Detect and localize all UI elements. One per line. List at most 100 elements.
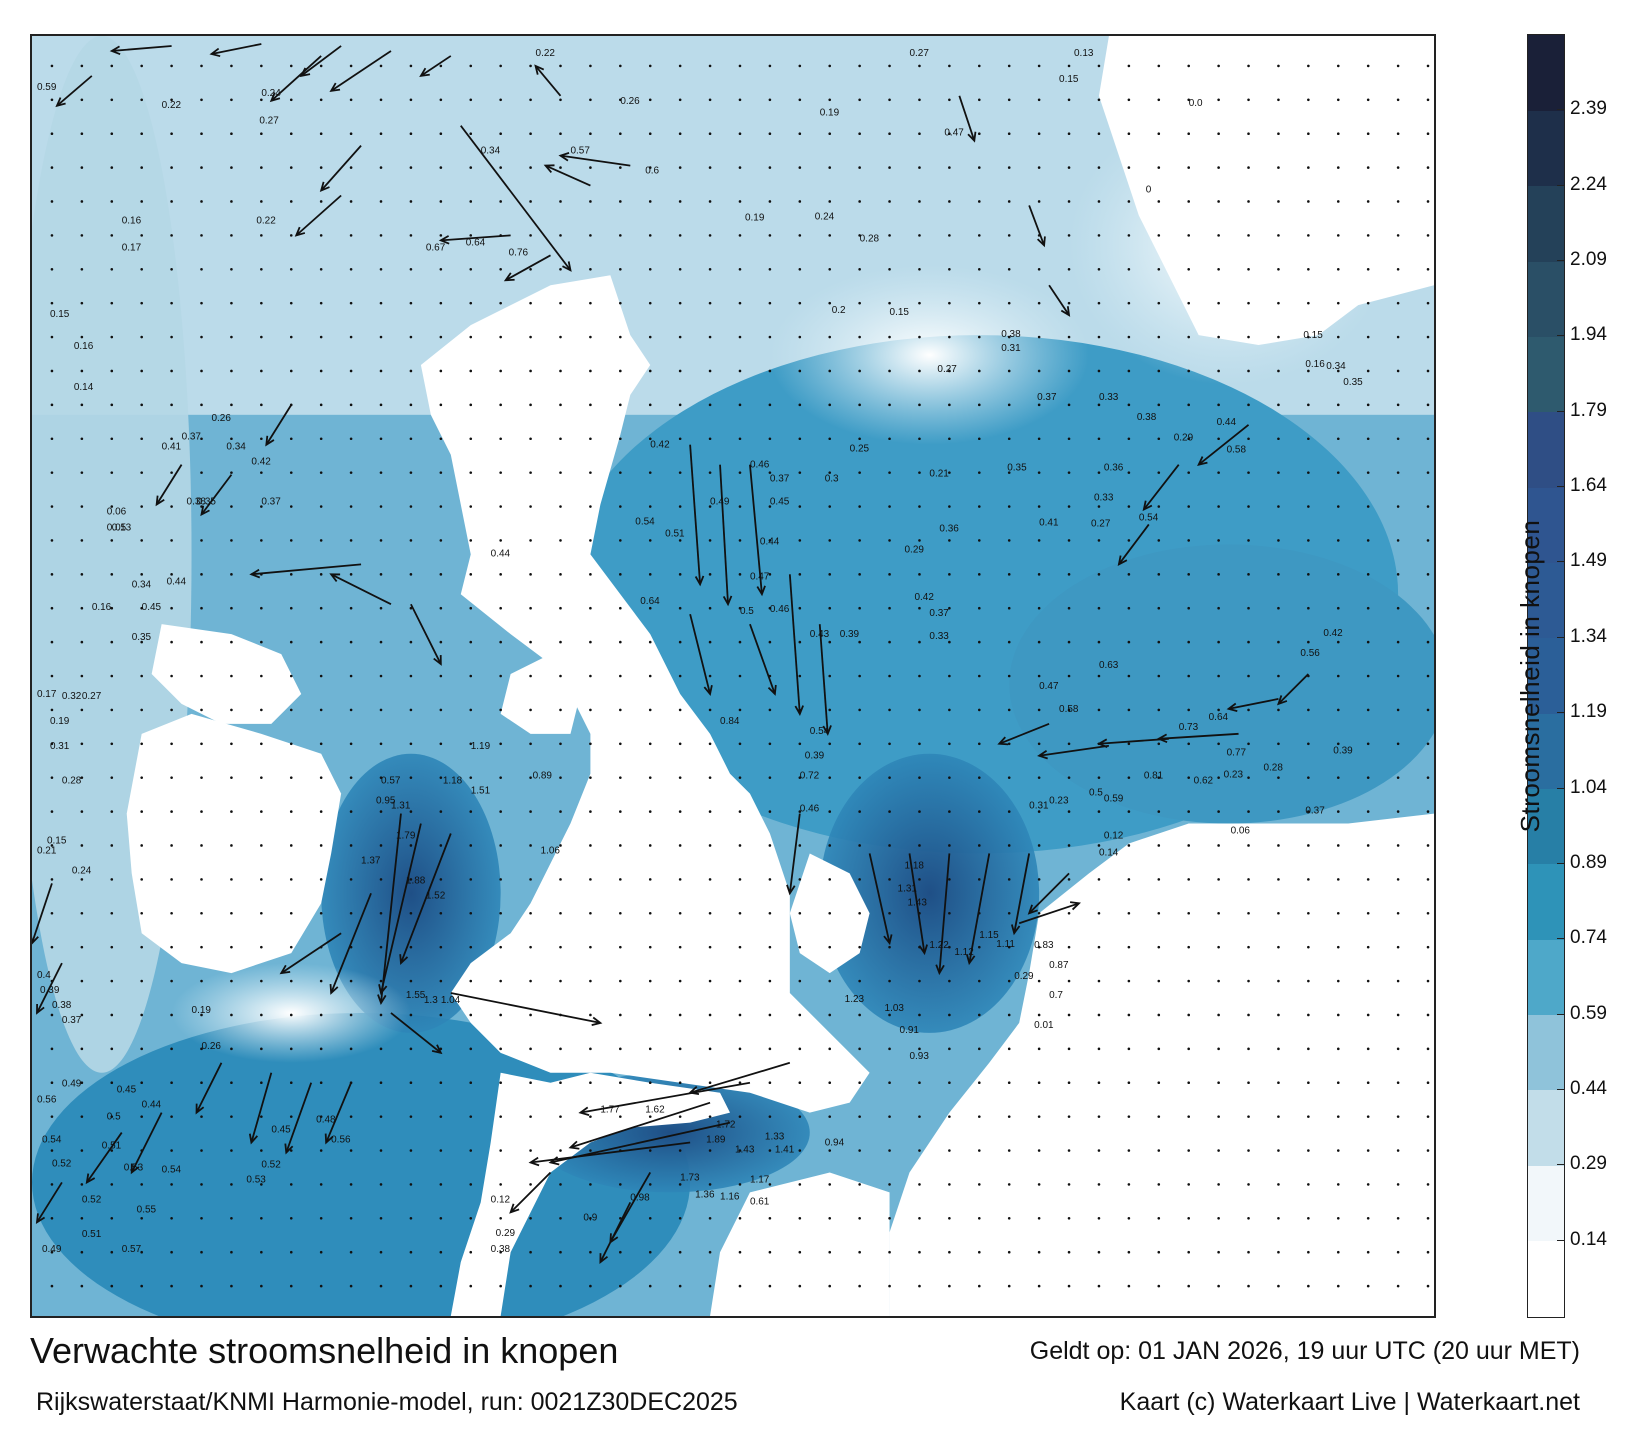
colorbar-band: [1528, 713, 1564, 790]
grid-dot: [170, 878, 173, 881]
grid-dot: [170, 640, 173, 644]
speed-label: 0.37: [929, 608, 949, 619]
grid-dot: [80, 1183, 84, 1186]
speed-label: 1.52: [426, 890, 446, 901]
grid-dot: [110, 437, 114, 441]
current-arrow: [419, 55, 452, 78]
grid-dot: [50, 945, 54, 949]
grid-dot: [469, 166, 473, 169]
grid-dot: [409, 1047, 413, 1051]
grid-dot: [1067, 1183, 1071, 1186]
grid-dot: [589, 301, 592, 305]
grid-dot: [1007, 878, 1011, 881]
grid-dot: [260, 1115, 263, 1118]
grid-dot: [828, 776, 832, 779]
grid-dot: [1187, 234, 1190, 237]
grid-dot: [738, 200, 742, 203]
current-speed-map[interactable]: 0.22 0.27 0.130.590.240.260.190.150.220.27…: [32, 36, 1434, 1316]
grid-dot: [1277, 1047, 1280, 1051]
grid-dot: [140, 539, 143, 542]
grid-dot: [1097, 844, 1101, 847]
grid-dot: [110, 776, 114, 779]
grid-dot: [289, 1217, 293, 1220]
grid-dot: [619, 335, 622, 339]
map-frame[interactable]: 0.22 0.27 0.13 0.59 0.24 0.26 0.19 0.15 0.22 0.27…: [30, 34, 1436, 1318]
grid-dot: [708, 674, 712, 678]
grid-dot: [1067, 369, 1071, 373]
current-arrow: [399, 833, 452, 966]
grid-dot: [1067, 979, 1071, 983]
grid-dot: [1396, 640, 1400, 644]
grid-dot: [319, 674, 323, 678]
speed-label: 1.33: [765, 1132, 785, 1143]
grid-dot: [499, 267, 502, 271]
grid-dot: [738, 742, 742, 746]
grid-dot: [379, 437, 383, 441]
grid-dot: [1247, 301, 1250, 305]
grid-dot: [978, 267, 981, 271]
grid-dot: [469, 1047, 473, 1051]
grid-dot: [678, 776, 682, 779]
grid-dot: [858, 945, 861, 949]
grid-dot: [319, 335, 323, 339]
grid-dot: [738, 1217, 742, 1220]
grid-dot: [1217, 267, 1220, 271]
grid-dot: [1097, 505, 1101, 508]
grid-dot: [1007, 1217, 1011, 1220]
grid-dot: [888, 539, 891, 542]
grid-dot: [289, 64, 293, 68]
grid-dot: [768, 878, 772, 881]
current-arrow: [568, 1101, 711, 1150]
colorbar-tick-label: 0.44: [1570, 1077, 1607, 1099]
grid-dot: [1187, 539, 1190, 542]
grid-dot: [1247, 1081, 1250, 1085]
grid-dot: [1067, 1217, 1071, 1220]
grid-dot: [1067, 234, 1071, 237]
grid-dot: [260, 776, 263, 779]
grid-dot: [948, 234, 951, 237]
grid-dot: [1396, 166, 1400, 169]
grid-dot: [1247, 98, 1250, 102]
grid-dot: [289, 844, 293, 847]
grid-dot: [978, 471, 981, 474]
grid-dot: [289, 1013, 293, 1017]
speed-label: 0.37: [1037, 392, 1057, 403]
grid-dot: [349, 1284, 353, 1288]
grid-dot: [50, 844, 54, 847]
grid-dot: [1097, 369, 1101, 373]
grid-dot: [828, 1149, 832, 1152]
grid-dot: [708, 1081, 712, 1085]
grid-dot: [80, 1284, 84, 1288]
grid-dot: [559, 979, 562, 983]
grid-dot: [80, 267, 84, 271]
grid-dot: [439, 403, 443, 407]
grid-dot: [349, 64, 353, 68]
grid-dot: [1067, 911, 1071, 915]
grid-dot: [230, 234, 233, 237]
grid-dot: [319, 539, 323, 542]
grid-dot: [1037, 945, 1041, 949]
speed-label: 0.39: [840, 629, 860, 640]
grid-dot: [1157, 776, 1161, 779]
grid-dot: [409, 267, 413, 271]
grid-dot: [1127, 1081, 1131, 1085]
grid-dot: [918, 1047, 921, 1051]
grid-dot: [379, 979, 383, 983]
grid-dot: [110, 200, 114, 203]
grid-dot: [1366, 267, 1370, 271]
grid-dot: [708, 1217, 712, 1220]
current-arrow: [509, 1171, 552, 1214]
grid-dot: [1097, 878, 1101, 881]
grid-dot: [1217, 1149, 1220, 1152]
grid-dot: [409, 403, 413, 407]
colorbar-tick-label: 0.29: [1570, 1153, 1607, 1175]
grid-dot: [1426, 776, 1430, 779]
current-arrow: [688, 1061, 791, 1096]
grid-dot: [200, 471, 203, 474]
grid-dot: [319, 200, 323, 203]
grid-dot: [349, 742, 353, 746]
speed-label: 0.5: [1089, 788, 1103, 799]
grid-dot: [619, 403, 622, 407]
speed-label: 0.29: [496, 1228, 516, 1239]
grid-dot: [379, 64, 383, 68]
